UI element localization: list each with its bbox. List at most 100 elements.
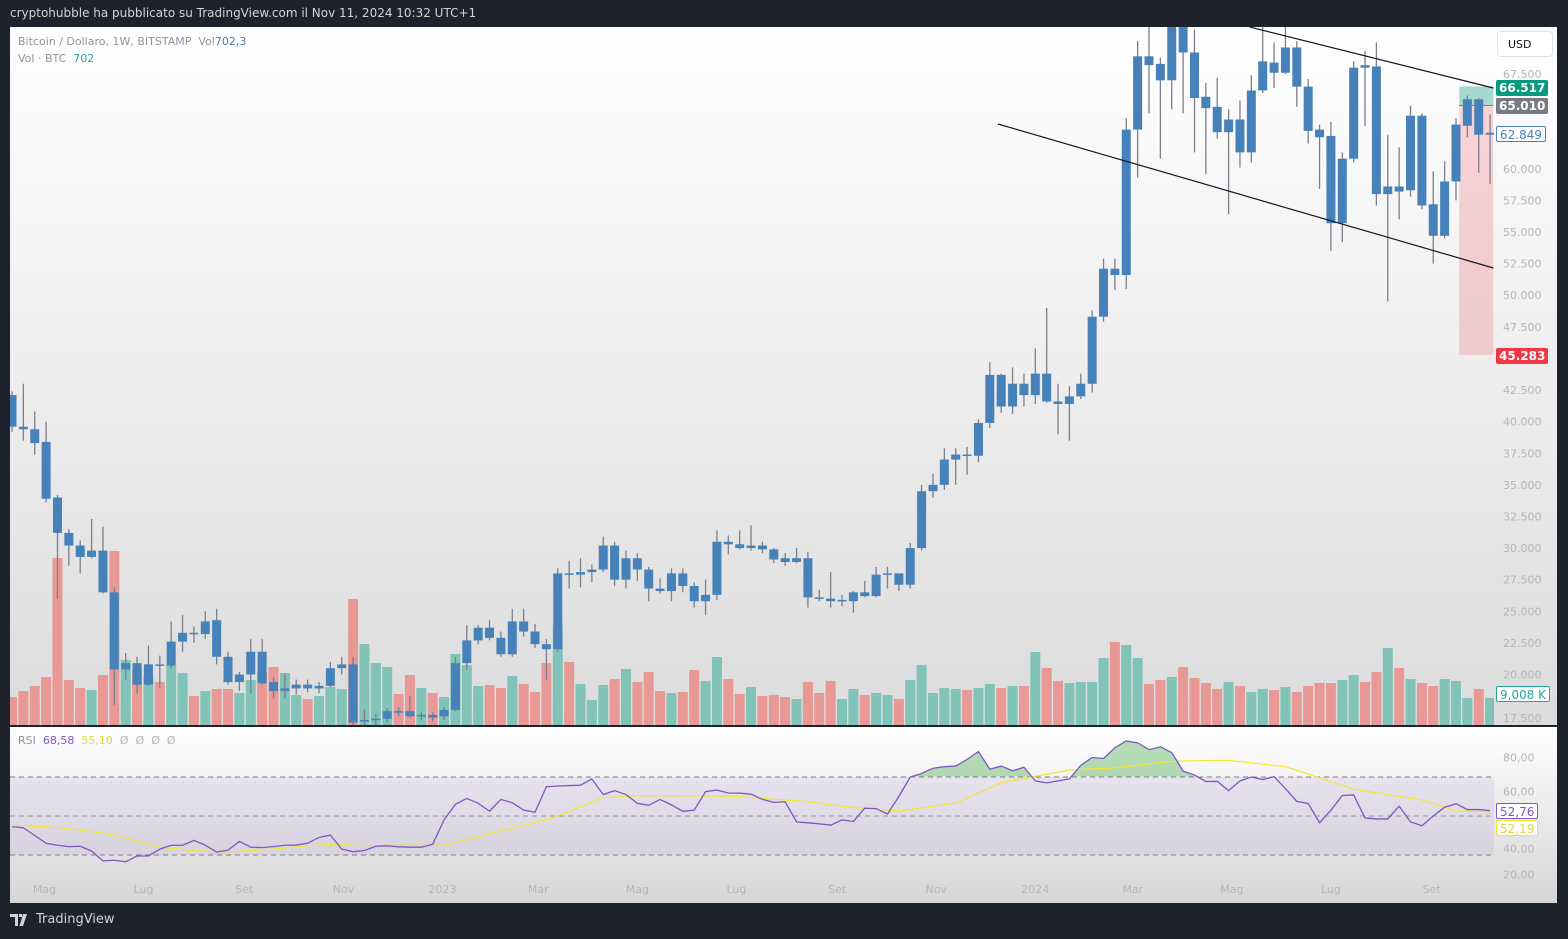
trendlines[interactable]	[997, 27, 1494, 269]
candle	[246, 639, 256, 694]
candle-body	[1417, 115, 1427, 206]
candle-body	[155, 664, 165, 666]
candle-body	[121, 663, 131, 670]
candle	[178, 615, 188, 652]
trendline[interactable]	[997, 123, 1494, 269]
candle-body	[553, 573, 563, 650]
volume-bar	[1394, 668, 1405, 725]
candle-body	[143, 664, 153, 685]
candle-body	[325, 668, 335, 686]
candle-body	[507, 621, 517, 655]
volume-bar	[1382, 648, 1393, 725]
price-axis[interactable]: 67.500 60.000 57.500 55.000 52.500 50.000 47.5…	[1503, 68, 1542, 882]
rsi-line	[11, 740, 1491, 863]
time-axis[interactable]: Mag Lug Set Nov 2023 Mar Mag Lug Set Nov 2024 Mar Ma…	[33, 883, 1441, 896]
candle	[1212, 77, 1222, 139]
volume-bar	[848, 689, 859, 725]
candle-body	[894, 573, 904, 585]
time-tick-label: Mag	[626, 883, 649, 896]
candle	[962, 446, 972, 475]
candle	[1315, 124, 1325, 190]
candle	[52, 494, 62, 599]
target-price-label: 66.517	[1496, 80, 1549, 96]
candle-body	[1394, 186, 1404, 192]
candle	[973, 419, 983, 463]
candle	[905, 543, 915, 589]
candle	[530, 623, 540, 648]
candle	[1406, 105, 1416, 197]
volume-bar	[700, 681, 711, 725]
candle	[1258, 27, 1268, 93]
candle-body	[1155, 63, 1165, 81]
volume-bar	[200, 691, 211, 725]
candle	[894, 573, 904, 592]
candle-body	[1303, 86, 1313, 131]
volume-bar	[1189, 678, 1200, 725]
candle-body	[303, 684, 313, 689]
currency-button[interactable]: USD	[1497, 31, 1553, 57]
volume-series-label: Vol · BTC	[18, 52, 67, 65]
volume-bar	[814, 693, 825, 725]
candle	[519, 608, 529, 637]
candle	[394, 707, 404, 717]
time-tick-label: 2024	[1021, 883, 1049, 896]
candle	[371, 713, 381, 725]
trendline[interactable]	[1249, 27, 1494, 89]
candle-body	[1462, 99, 1472, 126]
candle	[291, 679, 301, 695]
candle	[1303, 79, 1313, 144]
candle	[1224, 109, 1234, 215]
candle	[1485, 114, 1494, 184]
candle-body	[905, 548, 915, 585]
volume-legend[interactable]: Vol · BTC 702	[18, 52, 94, 65]
price-tick-label: 17.500	[1503, 712, 1542, 725]
candle-body	[962, 454, 972, 457]
volume-bar	[359, 644, 370, 725]
candle	[325, 661, 335, 688]
entry-price-label: 65.010	[1496, 98, 1549, 114]
rsi-legend[interactable]: RSI 68,58 55,10 Ø Ø Ø Ø	[18, 734, 176, 747]
candle	[303, 679, 313, 693]
candle-body	[712, 541, 722, 595]
candle-body	[1008, 383, 1018, 407]
candle-body	[314, 685, 324, 689]
candle-body	[1110, 268, 1120, 276]
volume-bar	[791, 699, 802, 725]
stop-price-label: 45.283	[1496, 348, 1549, 364]
candle	[928, 473, 938, 498]
candle-body	[701, 594, 711, 602]
volume-bar	[1030, 652, 1041, 725]
candle-body	[348, 664, 358, 723]
volume-bar	[416, 688, 427, 725]
candle-body	[64, 532, 74, 546]
rsi-pane	[10, 740, 1494, 863]
volume-bar	[177, 673, 188, 725]
price-tick-label: 67.500	[1503, 68, 1542, 81]
volume-bar	[689, 670, 700, 725]
volume-bar	[302, 699, 313, 725]
time-tick-label: Mag	[1220, 883, 1243, 896]
volume-bar	[564, 662, 575, 725]
symbol-legend[interactable]: Bitcoin / Dollaro, 1W, BITSTAMP Vol702,3	[18, 35, 246, 48]
candle	[359, 709, 369, 725]
volume-bar	[746, 687, 757, 725]
long-position-tool[interactable]	[1459, 86, 1494, 355]
candle-body	[735, 544, 745, 549]
position-stop-zone[interactable]	[1459, 105, 1494, 355]
volume-bar	[313, 696, 324, 725]
candle	[1235, 100, 1245, 168]
candle-body	[1360, 65, 1370, 68]
volume-bar	[1087, 682, 1098, 725]
candle-body	[1292, 47, 1302, 87]
candle-body	[576, 572, 585, 575]
volume-bar	[757, 696, 768, 725]
candle	[1189, 29, 1199, 153]
candle-body	[655, 588, 665, 592]
candle	[1349, 61, 1359, 163]
candle-body	[1315, 129, 1325, 138]
tradingview-logo[interactable]: TradingView	[10, 912, 115, 927]
candle	[10, 391, 17, 432]
candle	[848, 591, 858, 613]
volume-bar	[188, 696, 199, 725]
